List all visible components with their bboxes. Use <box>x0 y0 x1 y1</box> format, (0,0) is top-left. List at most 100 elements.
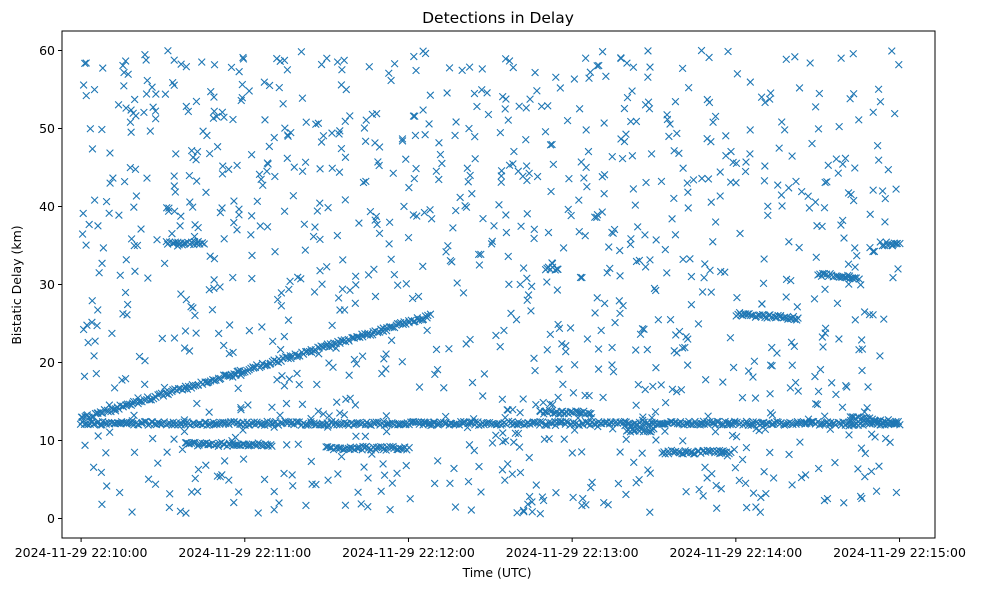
data-point <box>619 301 627 310</box>
data-point <box>165 490 174 498</box>
data-point <box>570 75 579 83</box>
data-point <box>865 310 874 319</box>
x-axis-label: Time (UTC) <box>461 565 531 580</box>
data-point <box>805 204 814 212</box>
data-point <box>270 133 279 142</box>
data-point <box>564 205 573 214</box>
data-point <box>408 294 417 303</box>
data-point <box>699 417 708 426</box>
data-point <box>488 439 497 447</box>
data-point <box>452 420 461 428</box>
data-point <box>632 401 640 410</box>
data-point <box>732 432 741 441</box>
data-point <box>662 269 671 277</box>
data-point <box>202 461 210 469</box>
data-point <box>881 434 890 443</box>
data-point <box>695 485 703 494</box>
data-point <box>801 420 809 428</box>
data-point <box>617 54 625 63</box>
data-point <box>374 158 382 166</box>
data-point <box>671 230 680 239</box>
data-point <box>324 476 332 484</box>
data-point <box>583 335 592 343</box>
data-point <box>614 479 623 488</box>
data-point <box>319 410 328 418</box>
data-point <box>452 118 460 126</box>
data-point <box>371 292 380 301</box>
data-point <box>675 149 683 158</box>
data-point <box>170 435 178 443</box>
data-point <box>208 305 217 314</box>
data-point <box>164 46 172 55</box>
data-point <box>788 152 796 160</box>
data-point <box>312 480 320 489</box>
data-point <box>818 333 827 341</box>
data-point <box>286 277 294 286</box>
data-point <box>197 58 206 66</box>
data-point <box>126 163 135 172</box>
data-point <box>648 413 656 422</box>
data-point <box>543 278 551 286</box>
data-point <box>764 211 772 220</box>
data-point <box>446 256 455 265</box>
data-point <box>738 393 747 402</box>
data-point <box>122 104 130 112</box>
data-point <box>665 132 673 141</box>
data-point <box>270 423 278 431</box>
data-point <box>620 104 629 113</box>
data-point <box>84 338 92 347</box>
data-point <box>193 487 202 496</box>
data-point <box>314 407 323 416</box>
data-point <box>742 158 750 166</box>
data-point <box>867 430 876 438</box>
data-point <box>881 218 889 226</box>
data-point <box>844 260 853 268</box>
data-point <box>861 472 869 481</box>
data-point <box>285 285 293 294</box>
data-point <box>354 488 362 497</box>
data-point <box>106 149 114 157</box>
data-point <box>295 352 304 360</box>
data-point <box>352 360 361 368</box>
data-point <box>227 63 236 72</box>
data-point <box>639 413 647 421</box>
data-point <box>820 412 829 420</box>
data-point <box>741 167 750 176</box>
data-point <box>726 420 734 429</box>
data-point <box>519 395 527 403</box>
data-point <box>187 488 196 496</box>
data-point <box>638 324 647 333</box>
data-point <box>716 192 724 200</box>
data-point <box>238 80 247 89</box>
data-point <box>716 449 724 458</box>
data-point <box>184 107 193 116</box>
data-point <box>170 182 179 190</box>
data-point <box>592 213 601 222</box>
data-point <box>526 420 534 428</box>
data-point <box>861 449 870 458</box>
data-point <box>697 46 706 55</box>
data-point <box>80 372 89 381</box>
data-point <box>657 177 666 186</box>
data-point <box>683 335 692 343</box>
data-point <box>703 474 711 482</box>
data-point <box>663 111 671 119</box>
data-point <box>256 222 265 230</box>
data-point <box>155 390 164 398</box>
data-point <box>462 203 471 212</box>
data-point <box>608 152 617 161</box>
data-point <box>488 237 497 246</box>
data-point <box>577 448 586 456</box>
data-point <box>892 185 900 193</box>
data-point <box>248 274 256 283</box>
data-point <box>204 378 213 386</box>
data-point <box>638 416 647 425</box>
data-point <box>513 508 521 517</box>
data-point <box>598 47 607 56</box>
data-point <box>837 54 845 62</box>
data-point <box>316 165 324 173</box>
data-point <box>182 62 191 71</box>
data-point <box>602 72 610 81</box>
data-point <box>84 420 92 429</box>
